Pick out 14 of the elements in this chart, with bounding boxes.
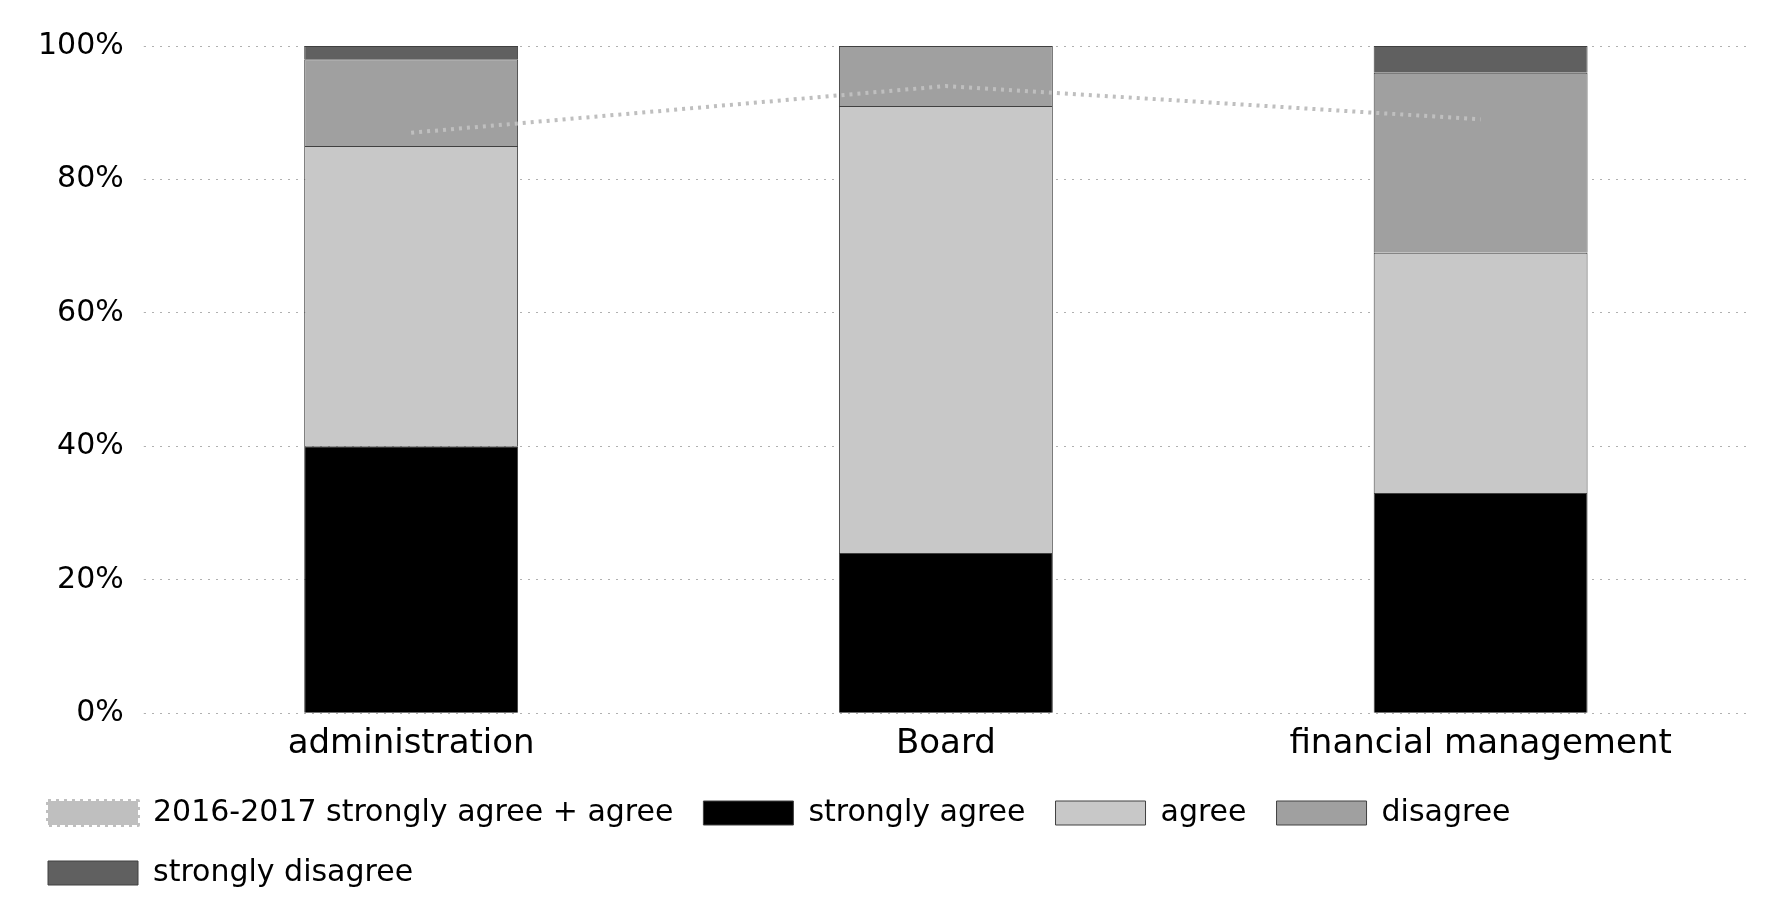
y-tick-label: 100% <box>37 25 124 61</box>
y-tick-label: 80% <box>57 159 124 195</box>
x-tick-label: administration <box>287 721 535 762</box>
y-tick-label: 20% <box>57 559 124 595</box>
legend-label: disagree <box>1381 792 1511 828</box>
legend-label: strongly disagree <box>153 852 414 888</box>
legend-label: 2016-2017 strongly agree + agree <box>153 792 674 828</box>
legend-label: agree <box>1160 792 1247 828</box>
legend-label: strongly agree <box>808 792 1026 828</box>
y-tick-label: 60% <box>57 292 124 328</box>
y-tick-label: 40% <box>57 426 124 462</box>
y-tick-label: 0% <box>76 693 124 728</box>
x-tick-label: Board <box>895 721 996 762</box>
x-tick-label: financial management <box>1289 721 1672 762</box>
